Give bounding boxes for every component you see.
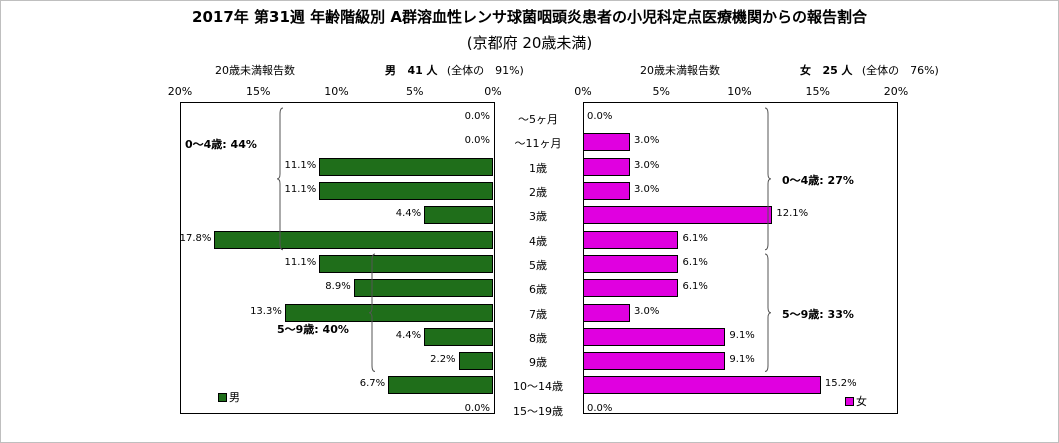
female-data-label: 6.1% — [682, 232, 708, 244]
female-data-label: 12.1% — [776, 208, 809, 220]
legend-female-label: 女 — [856, 395, 867, 408]
male-data-label: 11.1% — [284, 256, 317, 268]
female-data-label: 0.0% — [587, 402, 613, 414]
female-data-label: 6.1% — [682, 256, 708, 268]
legend-male-swatch — [218, 392, 227, 402]
male-data-label: 13.3% — [250, 305, 282, 317]
male-group-brace — [368, 253, 376, 372]
male-bar — [319, 157, 493, 176]
male-header-unit: 人 — [426, 64, 438, 77]
female-tick-label: 20% — [883, 85, 909, 98]
category-label: 5歳 — [529, 258, 547, 272]
category-label: ～5ヶ月 — [518, 113, 558, 127]
legend-female: 女 — [845, 393, 867, 409]
male-data-label: 11.1% — [284, 184, 317, 196]
female-data-label: 0.0% — [587, 111, 613, 123]
male-tick-label: 20% — [167, 85, 193, 98]
male-data-label: 8.9% — [325, 281, 351, 293]
female-data-label: 9.1% — [729, 329, 755, 341]
male-data-label: 2.2% — [430, 354, 456, 366]
female-bar — [583, 279, 679, 298]
male-tick-label: 5% — [406, 85, 424, 98]
female-header-share: (全体の 76%) — [861, 64, 939, 77]
female-tick-label: 15% — [805, 85, 830, 98]
male-data-label: 0.0% — [464, 111, 490, 123]
female-data-label: 15.2% — [824, 378, 857, 390]
male-bar — [424, 327, 493, 346]
chart-subtitle: (京都府 20歳未満) — [466, 34, 593, 52]
female-tick-label: 5% — [652, 85, 670, 98]
female-data-label: 3.0% — [633, 184, 660, 196]
male-tick-label: 0% — [484, 85, 502, 98]
category-label: 1歳 — [529, 161, 547, 175]
female-bar — [583, 327, 726, 346]
male-header-label: 20歳未満報告数 — [215, 64, 295, 77]
male-group-annotation: 5～9歳: 40% — [277, 322, 349, 336]
female-bar — [583, 303, 630, 322]
female-group-annotation: 0～4歳: 27% — [782, 173, 854, 187]
male-group-annotation: 0～4歳: 44% — [185, 138, 257, 151]
female-bar — [583, 157, 630, 176]
category-label: 2歳 — [529, 186, 547, 200]
male-data-label: 4.4% — [395, 329, 422, 341]
female-bar — [583, 352, 726, 371]
female-group-annotation: 5～9歳: 33% — [782, 307, 854, 321]
male-header-share: (全体の 91%) — [446, 64, 524, 77]
category-label: 10～14歳 — [513, 380, 563, 394]
male-header-total: 男 41 人 (全体の 91%) — [385, 62, 524, 78]
male-data-label: 4.4% — [395, 208, 422, 220]
female-header-total: 女 25 人 (全体の 76%) — [800, 62, 939, 78]
category-label: 7歳 — [529, 307, 547, 321]
male-header-sex: 男 — [385, 64, 396, 77]
male-bar — [319, 254, 493, 273]
category-label: 8歳 — [529, 331, 547, 345]
male-bar — [284, 303, 493, 322]
female-data-label: 9.1% — [729, 354, 755, 366]
chart-title: 2017年 第31週 年齢階級別 A群溶血性レンサ球菌咽頭炎患者の小児科定点医療… — [192, 8, 867, 26]
category-label: 6歳 — [529, 283, 547, 297]
female-bar — [583, 133, 630, 152]
male-header-count: 41 — [407, 64, 423, 77]
male-data-label: 0.0% — [464, 135, 490, 147]
female-data-label: 3.0% — [633, 305, 660, 317]
female-bar — [583, 230, 679, 249]
legend-male: 男 — [218, 389, 240, 405]
female-bar — [583, 254, 679, 273]
female-tick-label: 0% — [574, 85, 592, 98]
female-group-brace — [764, 253, 772, 372]
male-data-label: 6.7% — [359, 378, 386, 390]
category-label: 15～19歳 — [513, 404, 563, 418]
male-data-label: 17.8% — [179, 232, 212, 244]
female-header-sex: 女 — [800, 64, 811, 77]
male-bar — [424, 206, 493, 225]
male-bar — [319, 182, 493, 201]
female-header-label: 20歳未満報告数 — [640, 64, 720, 77]
female-data-label: 3.0% — [633, 159, 660, 171]
male-data-label: 0.0% — [464, 402, 490, 414]
male-tick-label: 10% — [324, 85, 349, 98]
male-bar — [388, 376, 493, 395]
male-bar — [214, 230, 493, 249]
female-header-unit: 人 — [841, 64, 853, 77]
female-bar — [583, 206, 773, 225]
legend-male-label: 男 — [229, 391, 240, 404]
female-data-label: 6.1% — [682, 281, 708, 293]
male-bar — [353, 279, 493, 298]
female-bar — [583, 376, 821, 395]
female-header-count: 25 — [822, 64, 838, 77]
category-label: 9歳 — [529, 356, 547, 370]
male-bar — [458, 352, 493, 371]
female-group-brace — [764, 107, 772, 251]
category-label: ～11ヶ月 — [514, 137, 562, 151]
category-label: 4歳 — [529, 234, 547, 248]
female-bar — [583, 182, 630, 201]
legend-female-swatch — [845, 396, 854, 406]
female-data-label: 3.0% — [633, 135, 660, 147]
female-tick-label: 10% — [727, 85, 752, 98]
male-data-label: 11.1% — [284, 159, 317, 171]
male-group-brace — [276, 107, 284, 251]
male-tick-label: 15% — [246, 85, 271, 98]
category-label: 3歳 — [529, 210, 547, 224]
